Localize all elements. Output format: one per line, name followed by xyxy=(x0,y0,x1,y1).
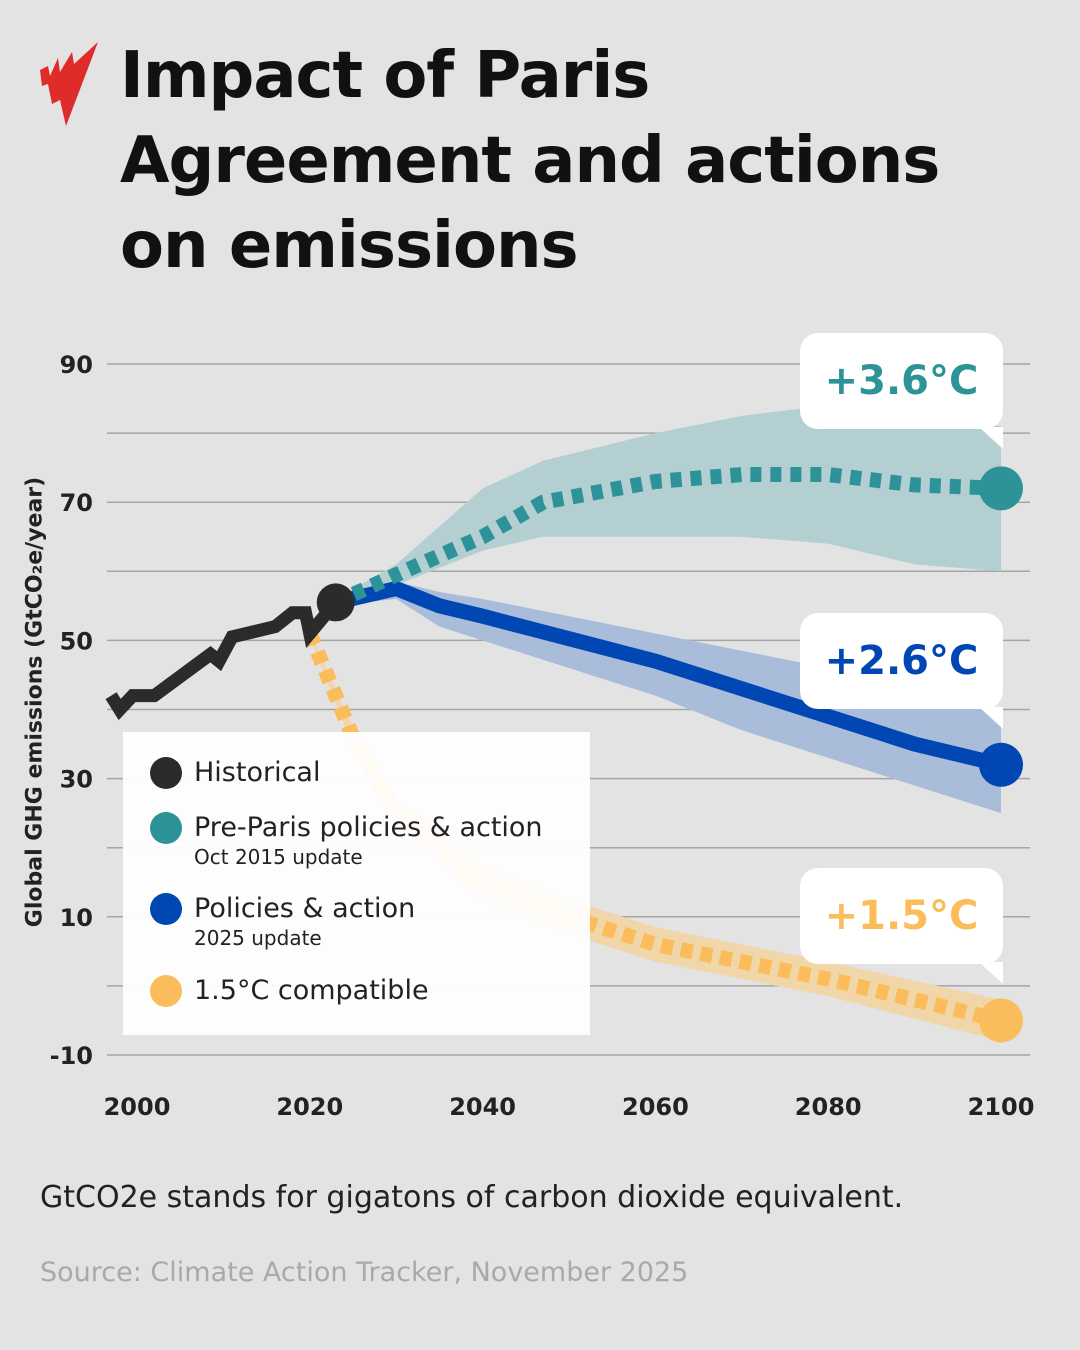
y-tick-label: -10 xyxy=(50,1042,93,1070)
y-tick-label: 10 xyxy=(60,904,93,932)
source-note: Source: Climate Action Tracker, November… xyxy=(40,1257,689,1288)
x-tick-label: 2020 xyxy=(276,1093,343,1121)
endpoint-2 xyxy=(979,742,1023,787)
page-title: Impact of Paris Agreement and actions on… xyxy=(120,39,940,283)
callout-1-5c: +1.5°C xyxy=(800,868,1003,984)
x-tick-label: 2080 xyxy=(795,1093,862,1121)
footnote: GtCO2e stands for gigatons of carbon dio… xyxy=(40,1180,904,1215)
band-3 xyxy=(309,630,1001,1042)
y-tick-label: 50 xyxy=(60,627,93,655)
x-tick-label: 2040 xyxy=(449,1093,516,1121)
callout-pre-paris: +3.6°C xyxy=(800,333,1003,449)
y-tick-label: 90 xyxy=(60,351,93,379)
endpoint-1 xyxy=(979,466,1023,511)
line-historical xyxy=(105,598,341,721)
y-tick-label: 30 xyxy=(60,766,93,794)
legend-dot-icon xyxy=(150,812,182,844)
line-policies xyxy=(334,581,1003,773)
legend-label: 1.5°C compatible xyxy=(194,975,429,1006)
legend-item-historical: Historical xyxy=(150,756,320,790)
y-axis-label: Global GHG emissions (GtCO₂e/year) xyxy=(22,476,48,928)
legend-label: Historical xyxy=(194,757,321,788)
legend-sublabel: Oct 2015 update xyxy=(194,845,363,869)
legend-item-policies: Policies & action 2025 update xyxy=(150,892,415,950)
sbs-logo xyxy=(40,42,98,126)
legend-dot-icon xyxy=(150,975,182,1007)
endpoint-3 xyxy=(979,998,1023,1043)
legend-sublabel: 2025 update xyxy=(194,926,322,950)
legend: Historical Pre-Paris policies & action Oc… xyxy=(123,732,590,1035)
x-tick-label: 2100 xyxy=(968,1093,1035,1121)
legend-item-pre-paris: Pre-Paris policies & action Oct 2015 upda… xyxy=(150,811,543,869)
x-tick-label: 2060 xyxy=(622,1093,689,1121)
line-pre-paris xyxy=(332,467,1002,610)
legend-label: Pre-Paris policies & action xyxy=(194,812,543,843)
point-historical-2023 xyxy=(316,583,355,622)
x-tick-label: 2000 xyxy=(104,1093,171,1121)
legend-dot-icon xyxy=(150,757,182,789)
band-2 xyxy=(335,581,1002,814)
band-1 xyxy=(335,405,1002,606)
y-tick-label: 70 xyxy=(60,489,93,517)
legend-dot-icon xyxy=(150,893,182,925)
callout-policies: +2.6°C xyxy=(800,613,1003,729)
legend-item-1-5c: 1.5°C compatible xyxy=(150,974,429,1008)
legend-label: Policies & action xyxy=(194,893,416,924)
